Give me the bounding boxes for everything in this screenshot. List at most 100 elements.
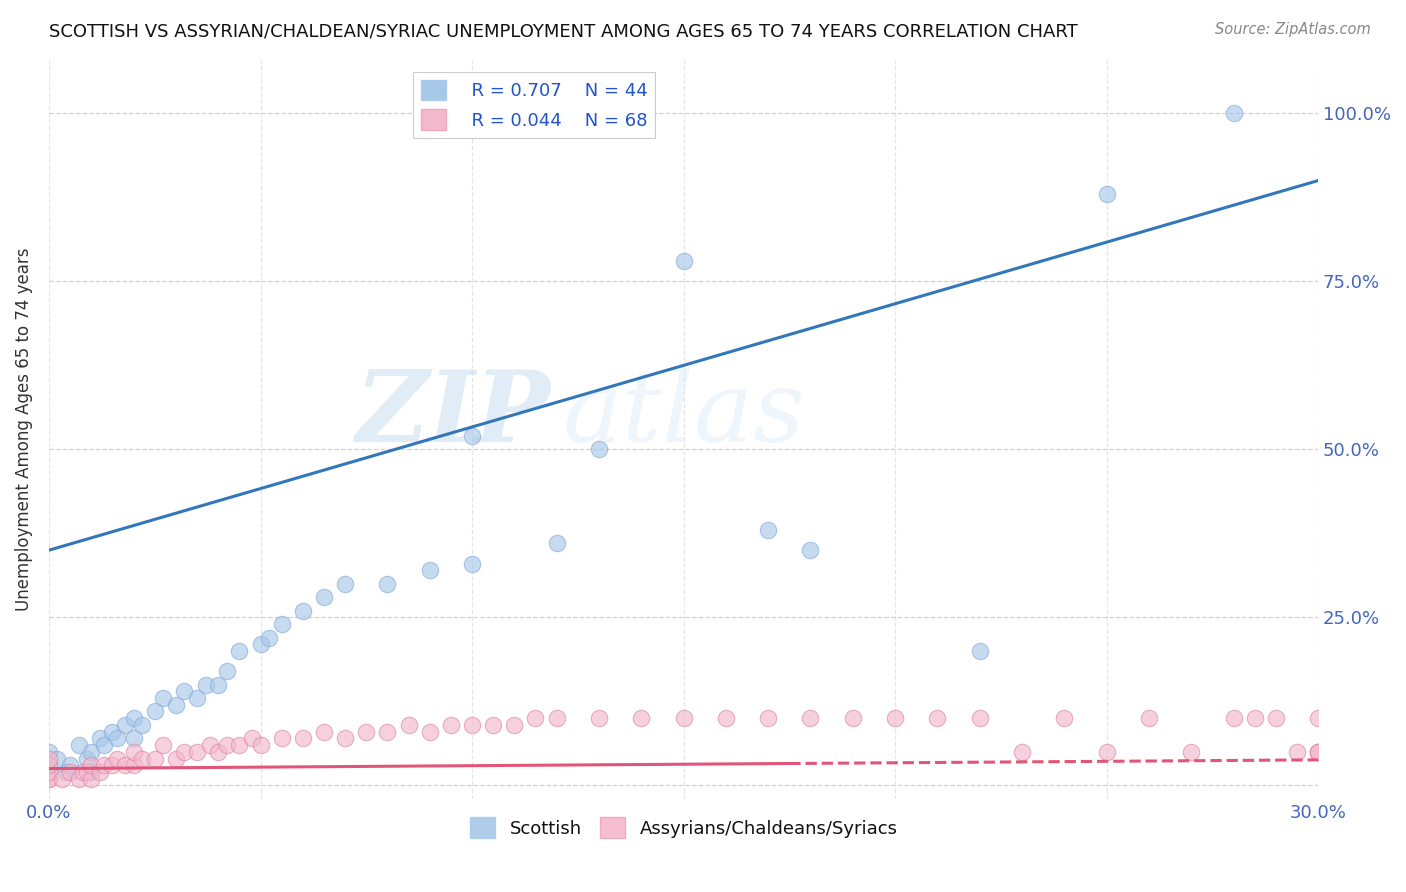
Point <box>186 745 208 759</box>
Point <box>38 758 60 772</box>
Point <box>588 442 610 457</box>
Point <box>1308 711 1330 725</box>
Point <box>93 738 115 752</box>
Point <box>122 745 145 759</box>
Point <box>672 711 695 725</box>
Point <box>1243 711 1265 725</box>
Point <box>80 745 103 759</box>
Point <box>546 711 568 725</box>
Point <box>228 644 250 658</box>
Point <box>377 576 399 591</box>
Point <box>131 718 153 732</box>
Point <box>76 751 98 765</box>
Point <box>186 691 208 706</box>
Point <box>173 745 195 759</box>
Point <box>440 718 463 732</box>
Point <box>101 724 124 739</box>
Point <box>122 731 145 746</box>
Point <box>80 764 103 779</box>
Point <box>461 718 484 732</box>
Point <box>173 684 195 698</box>
Point <box>207 745 229 759</box>
Point <box>842 711 865 725</box>
Point <box>461 429 484 443</box>
Point <box>152 738 174 752</box>
Point <box>228 738 250 752</box>
Point <box>503 718 526 732</box>
Point <box>270 731 292 746</box>
Point <box>55 764 77 779</box>
Point <box>152 691 174 706</box>
Point <box>165 751 187 765</box>
Point <box>76 764 98 779</box>
Point <box>215 664 238 678</box>
Point <box>1308 745 1330 759</box>
Point <box>257 631 280 645</box>
Point <box>377 724 399 739</box>
Point <box>51 772 73 786</box>
Point <box>312 724 335 739</box>
Point <box>291 731 314 746</box>
Point <box>38 764 60 779</box>
Point <box>419 563 441 577</box>
Point <box>1053 711 1076 725</box>
Point <box>1308 745 1330 759</box>
Point <box>1095 745 1118 759</box>
Point <box>969 644 991 658</box>
Point <box>59 764 82 779</box>
Point <box>524 711 547 725</box>
Point <box>461 557 484 571</box>
Point <box>333 576 356 591</box>
Point <box>630 711 652 725</box>
Point <box>1222 106 1244 120</box>
Point <box>80 772 103 786</box>
Point <box>884 711 907 725</box>
Point <box>122 758 145 772</box>
Point <box>291 604 314 618</box>
Point <box>249 738 271 752</box>
Point <box>89 731 111 746</box>
Point <box>72 764 94 779</box>
Point <box>249 637 271 651</box>
Point <box>114 758 136 772</box>
Point <box>38 772 60 786</box>
Point <box>89 764 111 779</box>
Point <box>215 738 238 752</box>
Point <box>38 758 60 772</box>
Point <box>207 677 229 691</box>
Point <box>927 711 949 725</box>
Text: ZIP: ZIP <box>356 367 550 463</box>
Point <box>143 705 166 719</box>
Point <box>1308 745 1330 759</box>
Point <box>67 772 90 786</box>
Point <box>312 591 335 605</box>
Text: Source: ZipAtlas.com: Source: ZipAtlas.com <box>1215 22 1371 37</box>
Point <box>93 758 115 772</box>
Point <box>1264 711 1286 725</box>
Point <box>114 718 136 732</box>
Text: SCOTTISH VS ASSYRIAN/CHALDEAN/SYRIAC UNEMPLOYMENT AMONG AGES 65 TO 74 YEARS CORR: SCOTTISH VS ASSYRIAN/CHALDEAN/SYRIAC UNE… <box>49 22 1078 40</box>
Point <box>714 711 737 725</box>
Text: atlas: atlas <box>562 367 806 462</box>
Point <box>105 751 128 765</box>
Point <box>101 758 124 772</box>
Point <box>546 536 568 550</box>
Point <box>122 711 145 725</box>
Point <box>969 711 991 725</box>
Point <box>482 718 505 732</box>
Point <box>270 617 292 632</box>
Legend: Scottish, Assyrians/Chaldeans/Syriacs: Scottish, Assyrians/Chaldeans/Syriacs <box>463 810 904 846</box>
Point <box>1095 186 1118 201</box>
Point <box>38 772 60 786</box>
Point <box>588 711 610 725</box>
Point <box>799 543 821 558</box>
Point <box>59 758 82 772</box>
Point <box>240 731 263 746</box>
Point <box>105 731 128 746</box>
Point <box>198 738 221 752</box>
Y-axis label: Unemployment Among Ages 65 to 74 years: Unemployment Among Ages 65 to 74 years <box>15 247 32 611</box>
Point <box>333 731 356 746</box>
Point <box>398 718 420 732</box>
Point <box>1285 745 1308 759</box>
Point <box>419 724 441 739</box>
